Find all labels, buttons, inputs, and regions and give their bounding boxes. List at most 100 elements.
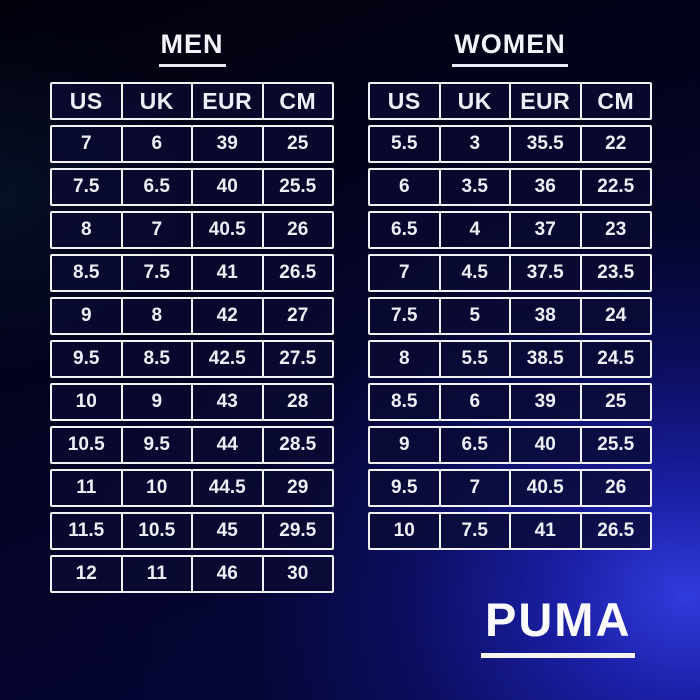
size-cell: 35.5 [509,125,582,163]
puma-logo: PUMA [481,596,636,658]
table-row: 9.5 7 40.5 26 [368,469,652,507]
size-cell: 26.5 [261,254,334,292]
men-title: MEN [50,28,334,67]
size-cell: 26.5 [579,512,652,550]
size-cell: 23.5 [579,254,652,292]
size-cell: 42 [191,297,264,335]
size-cell: 3 [438,125,511,163]
size-cell: 40.5 [509,469,582,507]
women-title-text: WOMEN [452,28,568,67]
size-cell: 40.5 [191,211,264,249]
size-cell: 42.5 [191,340,264,378]
table-row: 7 6 39 25 [50,125,334,163]
column-header-us: US [50,82,123,120]
size-cell: 29 [261,469,334,507]
table-row: 11.5 10.5 45 29.5 [50,512,334,550]
table-row: 8.5 7.5 41 26.5 [50,254,334,292]
table-row: 10 9 43 28 [50,383,334,421]
size-cell: 7.5 [438,512,511,550]
column-header-cm: CM [261,82,334,120]
men-size-table: US UK EUR CM 7 6 39 25 7.5 6.5 40 25.5 8 7 40.5 26 8.5 7.… [50,82,334,593]
size-cell: 28 [261,383,334,421]
size-cell: 37 [509,211,582,249]
size-cell: 30 [261,555,334,593]
size-cell: 11 [120,555,193,593]
size-cell: 7 [368,254,441,292]
size-cell: 8.5 [120,340,193,378]
size-cell: 37.5 [509,254,582,292]
size-cell: 11.5 [50,512,123,550]
size-cell: 44.5 [191,469,264,507]
size-cell: 5.5 [368,125,441,163]
size-cell: 7 [120,211,193,249]
table-row: 9 6.5 40 25.5 [368,426,652,464]
size-cell: 3.5 [438,168,511,206]
table-row: 7.5 6.5 40 25.5 [50,168,334,206]
size-cell: 7.5 [120,254,193,292]
men-title-text: MEN [158,28,226,67]
size-cell: 27.5 [261,340,334,378]
women-size-table: US UK EUR CM 5.5 3 35.5 22 6 3.5 36 22.5 6.5 4 37 23 7 4.… [368,82,652,550]
size-cell: 6.5 [120,168,193,206]
size-cell: 36 [509,168,582,206]
column-header-cm: CM [579,82,652,120]
size-cell: 5 [438,297,511,335]
table-row: 7 4.5 37.5 23.5 [368,254,652,292]
table-row: 10.5 9.5 44 28.5 [50,426,334,464]
size-cell: 26 [261,211,334,249]
size-cell: 9 [120,383,193,421]
size-cell: 39 [509,383,582,421]
size-cell: 7.5 [50,168,123,206]
size-cell: 43 [191,383,264,421]
table-row: 12 11 46 30 [50,555,334,593]
size-cell: 23 [579,211,652,249]
size-cell: 26 [579,469,652,507]
header-row: US UK EUR CM [50,82,334,120]
size-cell: 9.5 [368,469,441,507]
size-cell: 25 [579,383,652,421]
table-row: 9 8 42 27 [50,297,334,335]
column-header-uk: UK [120,82,193,120]
size-cell: 10 [120,469,193,507]
size-cell: 6 [120,125,193,163]
table-row: 11 10 44.5 29 [50,469,334,507]
men-section: MEN US UK EUR CM 7 6 39 25 7.5 6.5 40 25.5 8 7 40.5 26 8… [50,28,334,598]
size-cell: 6.5 [438,426,511,464]
size-cell: 9.5 [120,426,193,464]
table-row: 10 7.5 41 26.5 [368,512,652,550]
table-row: 9.5 8.5 42.5 27.5 [50,340,334,378]
women-section: WOMEN US UK EUR CM 5.5 3 35.5 22 6 3.5 36 22.5 6.5 4 3… [368,28,652,555]
size-cell: 41 [191,254,264,292]
size-cell: 9 [368,426,441,464]
size-cell: 12 [50,555,123,593]
column-header-us: US [368,82,441,120]
size-cell: 7.5 [368,297,441,335]
column-header-uk: UK [438,82,511,120]
size-cell: 24.5 [579,340,652,378]
women-title: WOMEN [368,28,652,67]
size-cell: 22 [579,125,652,163]
size-cell: 8 [120,297,193,335]
size-cell: 7 [50,125,123,163]
size-cell: 46 [191,555,264,593]
size-cell: 8.5 [50,254,123,292]
size-cell: 6 [368,168,441,206]
size-cell: 41 [509,512,582,550]
size-cell: 10 [50,383,123,421]
size-cell: 45 [191,512,264,550]
size-cell: 28.5 [261,426,334,464]
size-cell: 25.5 [261,168,334,206]
size-cell: 5.5 [438,340,511,378]
size-cell: 25 [261,125,334,163]
size-cell: 38 [509,297,582,335]
size-cell: 6.5 [368,211,441,249]
size-cell: 8 [368,340,441,378]
size-cell: 10.5 [50,426,123,464]
header-row: US UK EUR CM [368,82,652,120]
size-cell: 7 [438,469,511,507]
size-cell: 39 [191,125,264,163]
size-cell: 24 [579,297,652,335]
size-cell: 40 [509,426,582,464]
size-cell: 9 [50,297,123,335]
